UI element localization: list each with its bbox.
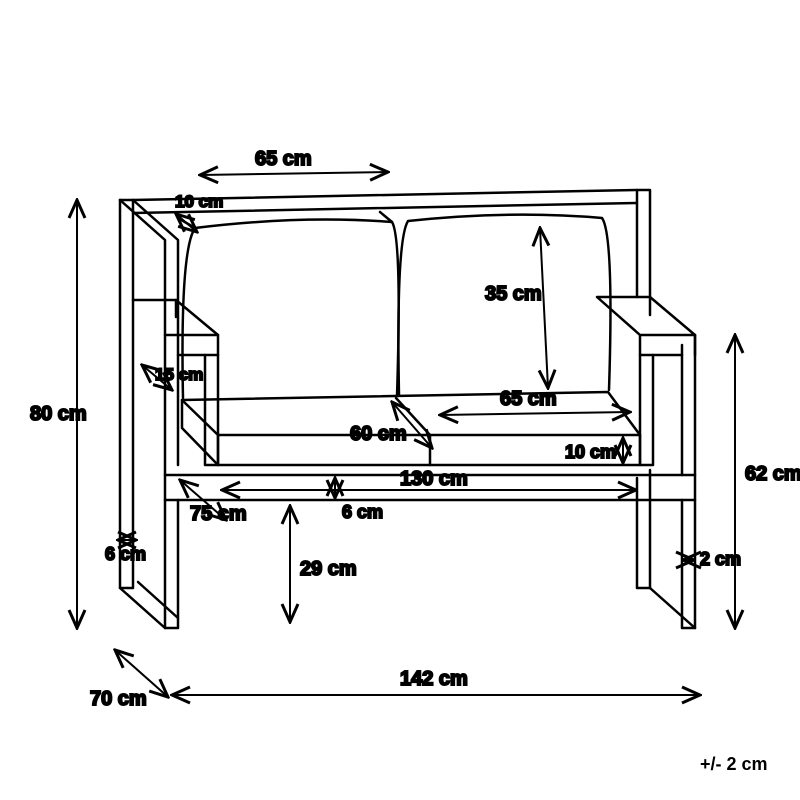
dim-leg-t: 2 cm — [700, 549, 741, 569]
dimension-annotations: 80 cm 62 cm 29 cm 70 cm 142 cm 130 cm 75… — [30, 148, 800, 710]
dim-height-total: 80 cm — [30, 403, 87, 425]
dim-frame-v: 6 cm — [105, 544, 146, 564]
dim-back-cushion-t: 10 cm — [175, 192, 223, 211]
dim-back-cushion-h: 35 cm — [485, 283, 542, 305]
dim-back-cushion-w: 65 cm — [255, 148, 312, 170]
dim-frame-h: 6 cm — [342, 502, 383, 522]
dim-height-arm: 62 cm — [745, 463, 800, 485]
dim-width-armrest: 75 cm — [190, 503, 247, 525]
dim-height-leg: 29 cm — [300, 558, 357, 580]
dim-seat-cushion-d: 60 cm — [350, 423, 407, 445]
dim-seat-cushion-t: 10 cm — [565, 442, 616, 462]
dim-armrest-w: 15 cm — [155, 365, 203, 384]
sofa-dimension-diagram: 80 cm 62 cm 29 cm 70 cm 142 cm 130 cm 75… — [0, 0, 800, 800]
dim-width-seat: 130 cm — [400, 468, 468, 490]
tolerance-label: +/- 2 cm — [700, 754, 768, 774]
dim-seat-cushion-w: 65 cm — [500, 388, 557, 410]
sofa-outline — [120, 190, 695, 628]
dim-depth: 70 cm — [90, 688, 147, 710]
dim-width-total: 142 cm — [400, 668, 468, 690]
